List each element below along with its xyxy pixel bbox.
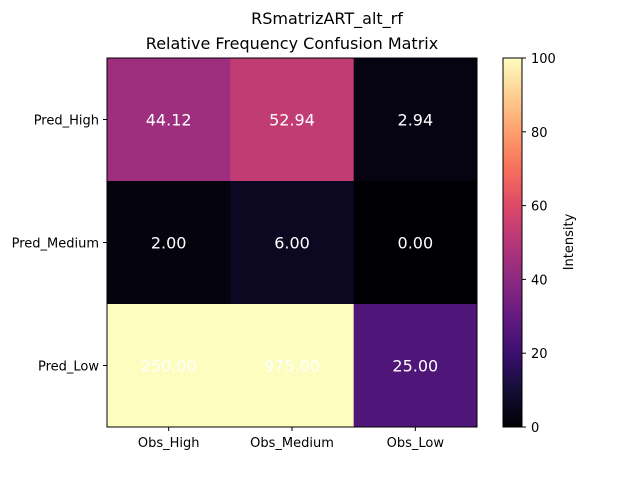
x-axis-ticks: Obs_High Obs_Medium Obs_Low (138, 427, 445, 451)
heatmap-cell (230, 304, 355, 428)
y-tick-label: Pred_High (34, 114, 99, 129)
x-tick-label: Obs_Medium (250, 436, 334, 451)
chart-subtitle: Relative Frequency Confusion Matrix (146, 34, 438, 53)
y-tick-label: Pred_Low (38, 360, 99, 375)
chart-title: RSmatrizART_alt_rf (251, 9, 403, 29)
cell-value-label: 25.00 (392, 357, 438, 376)
heatmap-cells: 44.12 52.94 2.94 2.00 6.00 0.00 250.00 975.00 25… (107, 58, 478, 428)
cell-value-label: 2.94 (398, 111, 434, 130)
cell-value-label: 975.00 (264, 357, 320, 376)
colorbar-frame (502, 57, 523, 428)
colorbar-ticks: 0 20 40 60 80 100 (522, 52, 556, 436)
x-tick-label: Obs_High (138, 436, 200, 451)
y-axis-ticks: Pred_High Pred_Medium Pred_Low (12, 114, 107, 375)
colorbar-tick-label: 60 (531, 200, 548, 215)
colorbar-label: Intensity (562, 213, 577, 270)
cell-value-label: 6.00 (274, 234, 310, 253)
heatmap-cell (230, 58, 355, 182)
y-tick-label: Pred_Medium (12, 237, 99, 252)
colorbar (503, 58, 522, 427)
cell-value-label: 44.12 (146, 111, 192, 130)
colorbar-tick-label: 0 (531, 421, 539, 436)
colorbar-tick-label: 40 (531, 273, 548, 288)
colorbar-tick-label: 100 (531, 52, 556, 67)
heatmap-cell (107, 304, 231, 428)
cell-value-label: 250.00 (141, 357, 197, 376)
colorbar-tick-label: 20 (531, 347, 548, 362)
colorbar-tick-label: 80 (531, 126, 548, 141)
x-tick-label: Obs_Low (387, 436, 445, 451)
heatmap-cell (107, 181, 231, 305)
heatmap-cell (353, 58, 478, 182)
heatmap-cell (353, 181, 478, 305)
cell-value-label: 52.94 (269, 111, 315, 130)
heatmap-cell (107, 58, 231, 182)
cell-value-label: 0.00 (398, 234, 434, 253)
heatmap-cell (353, 304, 478, 428)
heatmap-cell (230, 181, 355, 305)
cell-value-label: 2.00 (151, 234, 187, 253)
